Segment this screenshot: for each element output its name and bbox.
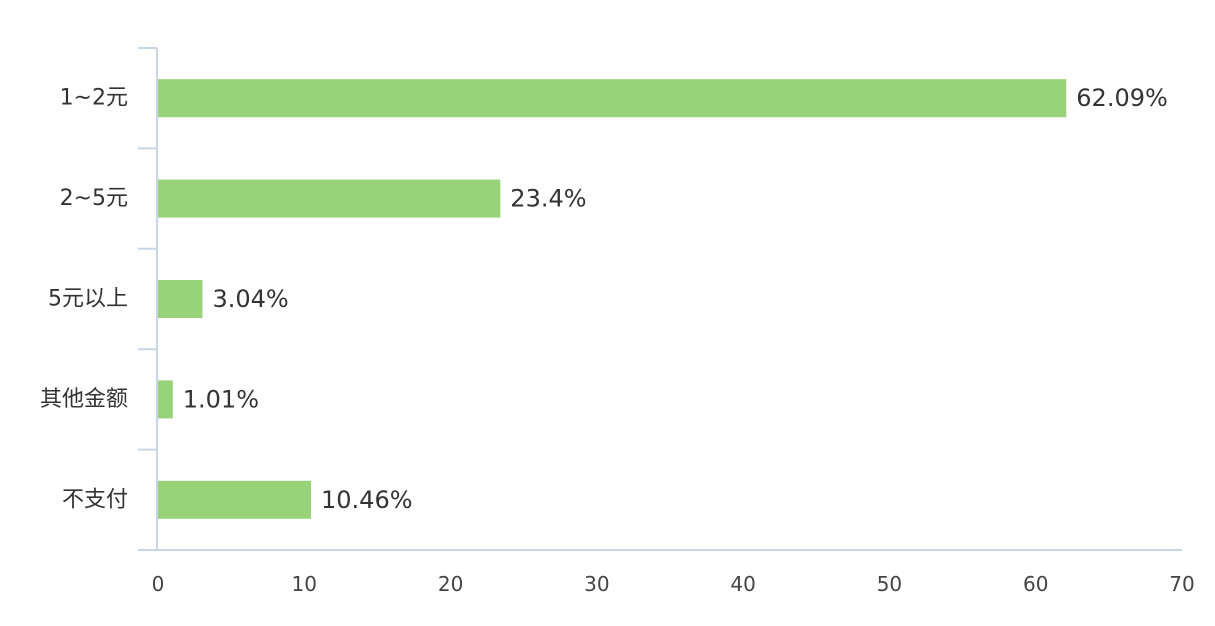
x-tick-label: 40	[730, 572, 755, 596]
data-label: 23.4%	[510, 185, 586, 213]
bars	[158, 79, 1067, 519]
category-label: 5元以上	[48, 287, 128, 312]
x-tick-label: 60	[1023, 572, 1048, 596]
data-label: 3.04%	[212, 285, 288, 313]
axes	[138, 47, 1182, 551]
x-tick-label: 10	[292, 572, 317, 596]
category-label: 其他金额	[40, 387, 128, 412]
bar	[158, 179, 501, 218]
bar	[158, 79, 1067, 118]
category-label: 2~5元	[60, 186, 128, 211]
data-label: 1.01%	[183, 385, 259, 413]
x-tick-labels: 0 10 20 30 40 50 60 70	[152, 572, 1195, 596]
data-label: 62.09%	[1076, 84, 1168, 112]
x-tick-label: 50	[877, 572, 902, 596]
value-labels: 62.09% 23.4% 3.04% 1.01% 10.46%	[183, 84, 1168, 514]
x-tick-label: 30	[584, 572, 609, 596]
bar	[158, 480, 312, 519]
x-tick-label: 70	[1169, 572, 1194, 596]
bar	[158, 380, 173, 419]
data-label: 10.46%	[321, 486, 413, 514]
category-label: 不支付	[62, 487, 128, 512]
x-tick-label: 20	[438, 572, 463, 596]
x-tick-label: 0	[152, 572, 165, 596]
category-label: 1~2元	[60, 86, 128, 111]
bar	[158, 280, 203, 318]
